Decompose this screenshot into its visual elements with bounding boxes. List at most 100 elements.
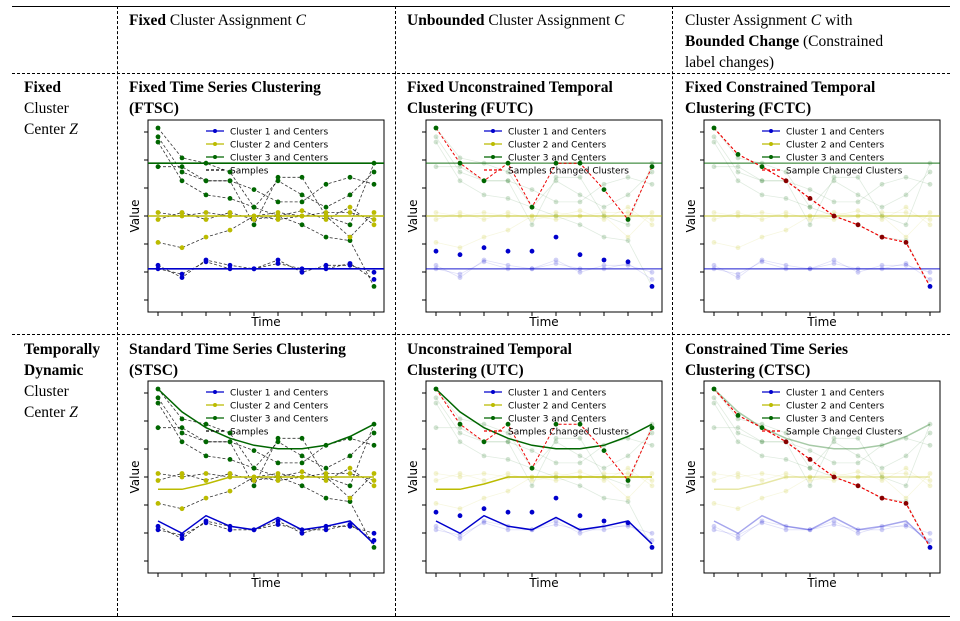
sample-1-point-3 xyxy=(505,169,511,175)
sample-line-8 xyxy=(435,522,653,541)
sample-3-point-3 xyxy=(227,457,233,462)
sample-1-point-1 xyxy=(179,416,185,422)
sample-2-point-1 xyxy=(735,425,741,431)
row-label-dynamic-center: Temporally Dynamic Cluster Center Z xyxy=(24,341,101,421)
sample-1-point-5 xyxy=(275,178,281,184)
sample-5-point-7 xyxy=(323,478,329,483)
sample-5-point-3 xyxy=(783,210,789,215)
sample-3-point-1 xyxy=(457,439,463,445)
sample-0-point-1 xyxy=(179,169,185,175)
sample-0-point-5 xyxy=(553,174,559,180)
sample-2-point-4 xyxy=(807,448,813,453)
column-divider-2 xyxy=(395,6,396,616)
sample-line-1 xyxy=(713,388,931,469)
sample-3-point-8 xyxy=(347,499,353,504)
sample-0-point-8 xyxy=(347,222,353,228)
sample-1-point-7 xyxy=(879,465,885,471)
sample-line-7 xyxy=(713,520,931,540)
sample-6-point-5 xyxy=(553,478,559,483)
sample-8-point-0 xyxy=(711,527,717,533)
sample-4-point-3 xyxy=(783,474,789,480)
sample-7-point-9 xyxy=(649,269,655,275)
sample-7-point-0 xyxy=(155,523,161,529)
plot-frame xyxy=(703,380,941,574)
sample-0-point-8 xyxy=(625,222,631,228)
changed-sample-point-6 xyxy=(855,483,861,489)
sample-line-0 xyxy=(157,136,375,226)
sample-3-point-7 xyxy=(601,234,607,240)
changed-sample-low-point-2 xyxy=(481,245,487,251)
sample-1-point-5 xyxy=(553,178,559,184)
sample-line-8 xyxy=(435,261,653,280)
sample-0-point-4 xyxy=(529,222,535,228)
sample-6-point-5 xyxy=(275,478,281,483)
sample-8-point-9 xyxy=(371,277,377,282)
sample-5-point-9 xyxy=(927,483,933,489)
legend-entry-3: Cluster 3 and Centers xyxy=(508,154,606,164)
changed-sample-line xyxy=(435,388,653,482)
sample-2-point-0 xyxy=(155,164,161,170)
sample-5-point-9 xyxy=(649,222,655,228)
sample-5-point-7 xyxy=(601,478,607,483)
header-bounded-assignment: Cluster Assignment C with Bounded Change… xyxy=(685,12,884,71)
sample-5-point-6 xyxy=(577,208,583,214)
sample-2-point-4 xyxy=(529,448,535,453)
changed-sample-point-7 xyxy=(601,187,607,192)
sample-6-point-2 xyxy=(481,495,487,501)
sample-line-8 xyxy=(713,522,931,541)
sample-7-point-5 xyxy=(275,518,281,524)
x-axis-label: Time xyxy=(528,576,558,590)
changed-sample-c3-point-1 xyxy=(735,152,741,157)
sample-line-7 xyxy=(157,520,375,540)
center-cluster-2 xyxy=(714,476,930,491)
sample-4-point-5 xyxy=(553,210,559,215)
sample-line-3 xyxy=(435,402,653,548)
sample-6-point-0 xyxy=(711,501,717,506)
sample-7-point-6 xyxy=(577,530,583,536)
changed-sample-low-point-4 xyxy=(529,509,535,515)
sample-7-point-1 xyxy=(457,536,463,541)
sample-2-point-7 xyxy=(323,181,329,187)
header-fixed-assignment: Fixed Cluster Assignment C xyxy=(129,12,306,29)
sample-8-point-1 xyxy=(179,532,185,538)
sample-2-point-5 xyxy=(831,460,837,466)
changed-sample-point-7 xyxy=(601,448,607,453)
sample-2-point-0 xyxy=(433,425,439,431)
sample-1-point-6 xyxy=(577,192,583,198)
sample-1-point-1 xyxy=(179,155,185,161)
sample-0-point-9 xyxy=(927,421,933,427)
sample-3-point-4 xyxy=(251,204,257,210)
sample-1-point-3 xyxy=(783,430,789,436)
legend-entry-4: Samples xyxy=(230,428,269,438)
legend-marker-3 xyxy=(491,416,495,420)
center-cluster-1 xyxy=(713,514,931,545)
sample-1-point-0 xyxy=(155,125,161,131)
changed-sample-point-2 xyxy=(481,439,487,445)
legend-entry-1: Cluster 1 and Centers xyxy=(230,389,328,399)
sample-8-point-5 xyxy=(553,522,559,527)
sample-2-point-4 xyxy=(251,448,257,453)
sample-2-point-3 xyxy=(227,439,233,445)
sample-7-point-1 xyxy=(735,536,741,541)
legend-marker-2 xyxy=(213,142,217,146)
sample-6-point-2 xyxy=(759,234,765,240)
sample-8-point-5 xyxy=(553,261,559,266)
sample-6-point-2 xyxy=(203,495,209,501)
sample-3-point-7 xyxy=(323,495,329,501)
sample-7-point-0 xyxy=(433,262,439,268)
sample-line-6 xyxy=(435,473,653,510)
sample-7-point-5 xyxy=(275,257,281,263)
changed-sample-point-5 xyxy=(553,421,559,427)
header-unbounded-assignment: Unbounded Cluster Assignment C xyxy=(407,12,625,29)
sample-6-point-0 xyxy=(155,240,161,245)
sample-2-point-8 xyxy=(903,435,909,441)
legend-marker-1 xyxy=(769,390,773,394)
sample-6-point-5 xyxy=(831,478,837,483)
column-divider-1 xyxy=(117,6,118,616)
sample-5-point-7 xyxy=(879,217,885,222)
sample-6-point-8 xyxy=(347,234,353,240)
plot-fctc: Time Value Cluster 1 and Centers Cluster 2 … xyxy=(684,119,941,329)
sample-4-point-0 xyxy=(711,471,717,476)
y-axis-label: Value xyxy=(684,461,698,494)
sample-7-point-7 xyxy=(879,262,885,268)
